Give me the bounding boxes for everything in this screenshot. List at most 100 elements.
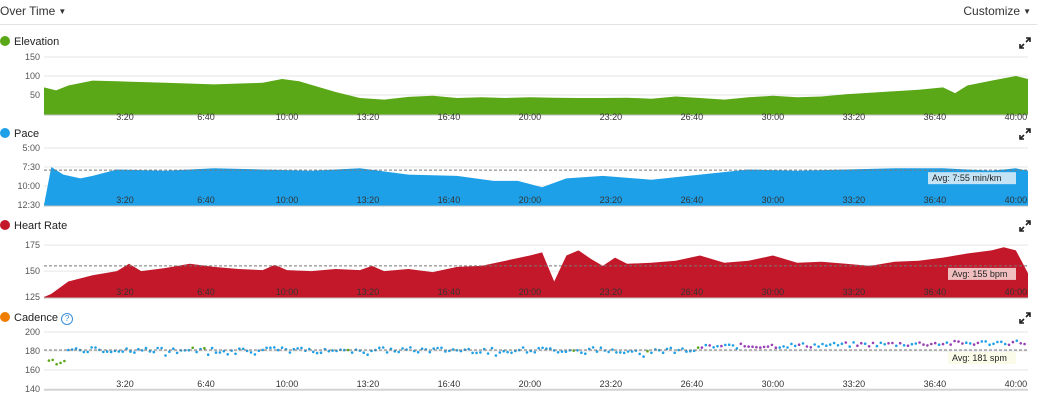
- y-tick-label: 100: [25, 71, 40, 81]
- cadence-point: [988, 343, 991, 347]
- cadence-point: [906, 344, 910, 348]
- cadence-point: [440, 346, 443, 350]
- x-tick-label: 20:00: [519, 379, 542, 389]
- cadence-point: [206, 353, 210, 357]
- cadence-point: [214, 351, 218, 354]
- cadence-point: [848, 345, 851, 348]
- cadence-point: [790, 342, 793, 346]
- x-tick-label: 30:00: [762, 287, 785, 297]
- cadence-point: [490, 346, 494, 350]
- cadence-point: [591, 346, 595, 349]
- legend-dot-icon: [0, 128, 10, 138]
- cadence-point: [168, 350, 171, 354]
- cadence-point: [109, 350, 113, 354]
- cadence-point: [385, 351, 389, 354]
- cadence-point: [549, 347, 552, 350]
- x-tick-label: 26:40: [681, 287, 704, 297]
- cadence-point: [992, 342, 995, 346]
- x-tick-label: 13:20: [357, 112, 380, 122]
- cadence-point: [1019, 342, 1022, 345]
- x-tick-label: 6:40: [197, 195, 215, 205]
- cadence-point: [226, 353, 229, 356]
- cadence-point: [416, 350, 420, 354]
- cadence-point: [265, 346, 268, 350]
- cadence-point: [895, 344, 898, 348]
- x-tick-label: 36:40: [924, 287, 947, 297]
- cadence-point: [887, 342, 890, 345]
- x-tick-label: 10:00: [276, 195, 299, 205]
- cadence-point: [541, 346, 544, 350]
- cadence-point: [273, 346, 276, 349]
- cadence-point: [941, 342, 945, 346]
- cadence-point: [1015, 339, 1019, 343]
- x-tick-label: 40:00: [1005, 112, 1028, 122]
- average-label-bg: [948, 352, 1016, 365]
- cadence-point: [867, 345, 871, 348]
- cadence-point: [762, 345, 766, 349]
- area-series: [44, 247, 1028, 298]
- x-tick-label: 36:40: [924, 195, 947, 205]
- x-tick-label: 6:40: [197, 112, 215, 122]
- cadence-point: [280, 346, 284, 350]
- cadence-point: [475, 351, 478, 355]
- x-tick-label: 16:40: [438, 195, 461, 205]
- legend-dot-icon: [0, 312, 10, 322]
- x-tick-label: 23:20: [600, 112, 623, 122]
- x-tick-label: 13:20: [357, 195, 380, 205]
- customize-dropdown[interactable]: Customize ▼: [963, 4, 1031, 18]
- cadence-point: [646, 349, 649, 353]
- area-series: [44, 76, 1028, 115]
- cadence-point: [805, 345, 809, 348]
- y-tick-label: 7:30: [22, 162, 40, 172]
- cadence-point: [148, 350, 152, 353]
- cadence-point: [883, 343, 886, 346]
- top-bar: Over Time ▼ Customize ▼: [0, 0, 1037, 24]
- x-tick-label: 6:40: [197, 287, 215, 297]
- cadence-point: [743, 345, 746, 348]
- x-tick-label: 10:00: [276, 287, 299, 297]
- cadence-point: [704, 343, 708, 347]
- y-tick-label: 50: [30, 90, 40, 100]
- cadence-point: [972, 343, 976, 346]
- customize-label: Customize: [963, 4, 1021, 18]
- cadence-point: [210, 346, 214, 350]
- expand-icon[interactable]: [1019, 220, 1031, 232]
- cadence-point: [397, 350, 401, 354]
- info-icon[interactable]: ?: [61, 313, 74, 325]
- heart-rate-title: Heart Rate: [0, 220, 67, 236]
- cadence-point: [269, 346, 272, 350]
- cadence-point: [59, 361, 62, 365]
- cadence-point: [689, 349, 692, 353]
- cadence-point: [234, 352, 237, 356]
- expand-icon[interactable]: [1019, 312, 1031, 324]
- cadence-point: [673, 351, 676, 355]
- y-tick-label: 10:00: [17, 181, 40, 191]
- cadence-point: [276, 348, 280, 352]
- over-time-dropdown[interactable]: Over Time ▼: [0, 4, 66, 18]
- x-tick-label: 3:20: [116, 112, 134, 122]
- x-tick-label: 3:20: [116, 379, 134, 389]
- cadence-point: [195, 350, 198, 354]
- y-tick-label: 140: [25, 384, 40, 394]
- cadence-point: [945, 341, 949, 344]
- cadence-point: [902, 344, 906, 347]
- cadence-point: [626, 350, 630, 353]
- cadence-point: [510, 351, 513, 355]
- x-tick-label: 16:40: [438, 287, 461, 297]
- expand-icon[interactable]: [1019, 37, 1031, 49]
- cadence-point: [175, 351, 179, 355]
- legend-dot-icon: [0, 220, 10, 230]
- cadence-point: [366, 353, 369, 357]
- cadence-point: [253, 353, 257, 356]
- cadence-point: [129, 350, 132, 353]
- cadence-point: [191, 346, 194, 350]
- expand-icon[interactable]: [1019, 128, 1031, 140]
- cadence-point: [102, 350, 105, 354]
- y-tick-label: 160: [25, 365, 40, 375]
- cadence-point: [300, 346, 303, 350]
- cadence-point: [914, 342, 918, 345]
- cadence-point: [409, 346, 412, 349]
- cadence-point: [782, 345, 785, 348]
- cadence-point: [661, 351, 665, 355]
- legend-dot-icon: [0, 36, 10, 46]
